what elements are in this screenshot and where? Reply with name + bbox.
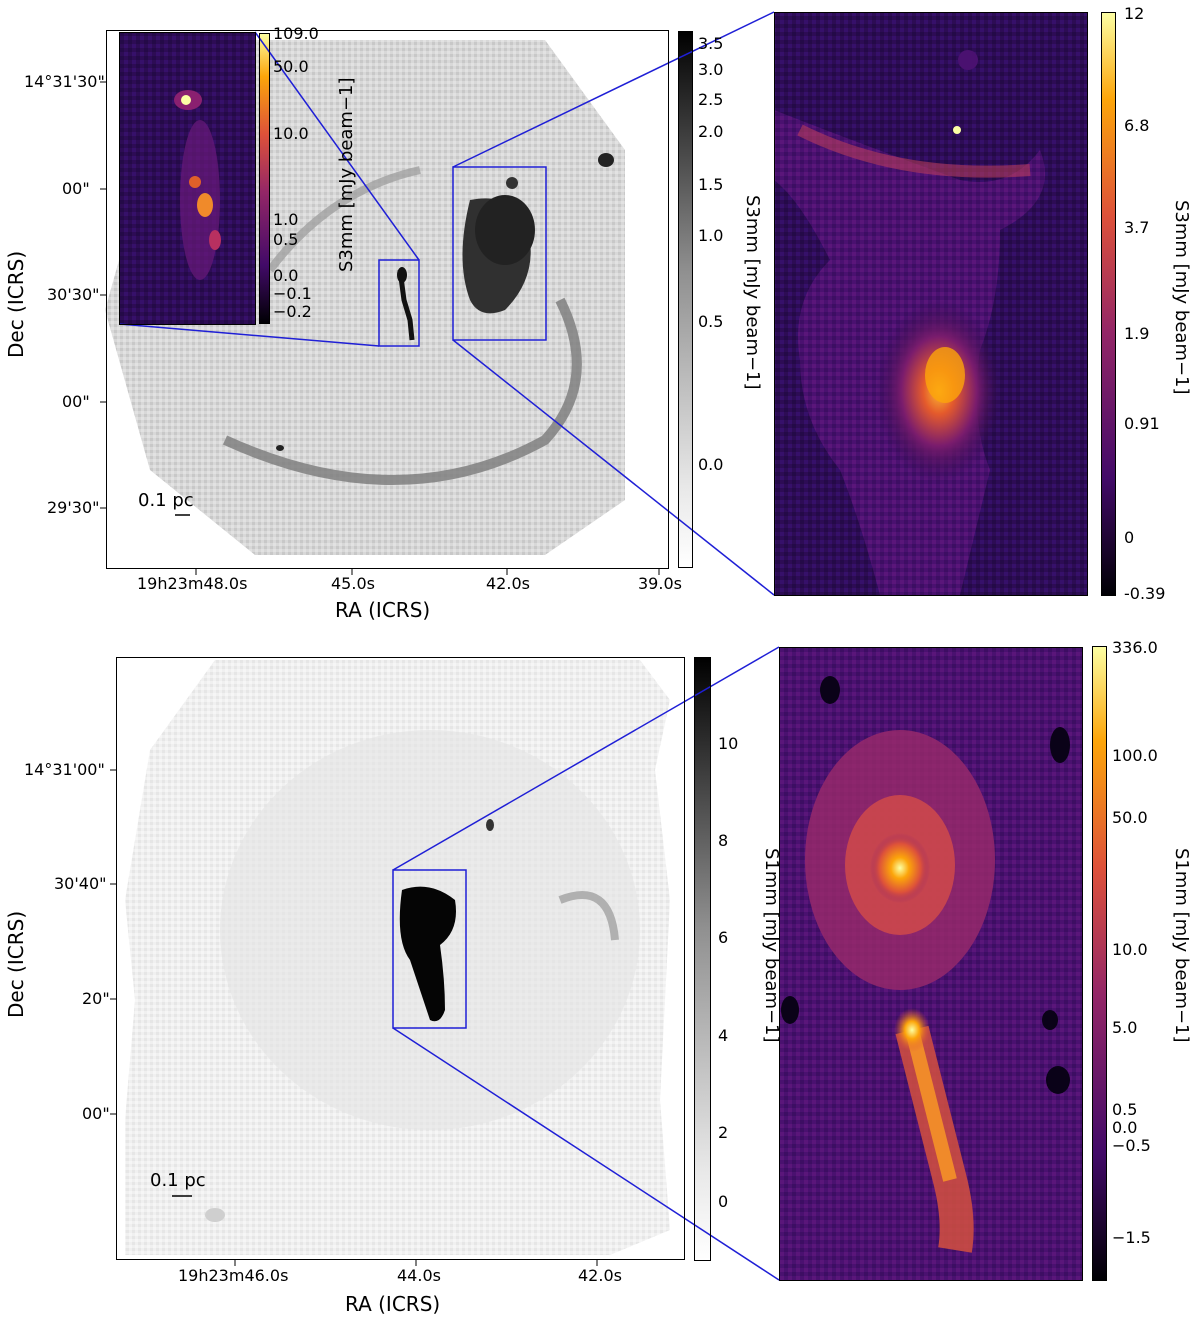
top-zoom-cbar-title: S3mm [mJy beam−1] [1171, 200, 1192, 395]
top-main-cbar-tick: 0.5 [698, 312, 724, 331]
top-inset-cbar-tick: 0.0 [273, 266, 299, 285]
zoom-connectors [118, 11, 780, 1281]
bottom-xtick: 42.0s [578, 1266, 622, 1285]
bottom-main-cbar-tick: 2 [718, 1123, 729, 1142]
top-main-cbar-tick: 2.5 [698, 90, 724, 109]
top-inset-cbar-tick: −0.2 [273, 302, 312, 321]
top-main-cbar-tick: 3.5 [698, 34, 724, 53]
bottom-zoom-cbar-tick: 5.0 [1112, 1018, 1138, 1037]
top-zoom-cbar-tick: 0.91 [1124, 414, 1160, 433]
top-zoom-cbar-tick: 3.7 [1124, 218, 1150, 237]
top-scalebar-label: 0.1 pc [138, 490, 194, 511]
bottom-main-cbar-tick: 10 [718, 734, 739, 753]
top-ylabel: Dec (ICRS) [4, 250, 28, 358]
top-inset-colorbar-fill [259, 33, 269, 323]
top-ytick: 00" [62, 179, 90, 198]
bottom-main-cbar-tick: 0 [718, 1192, 729, 1211]
top-main-cbar-title: S3mm [mJy beam−1] [742, 195, 763, 390]
bottom-main-cbar-title: S1mm [mJy beam−1] [761, 848, 782, 1043]
top-xtick: 42.0s [486, 574, 530, 593]
top-inset-cbar-tick: 109.0 [273, 24, 319, 43]
bottom-zoom-colorbar-fill [1092, 646, 1106, 1280]
bottom-zoom-cbar-tick: 10.0 [1112, 940, 1148, 959]
bottom-zoom-cbar-tick: 50.0 [1112, 808, 1148, 827]
axis-ticks [100, 81, 660, 1266]
top-zoom-cbar-tick: 0 [1124, 528, 1135, 547]
top-ytick: 14°31'30" [24, 72, 105, 91]
bottom-zoom-cbar-tick: 100.0 [1112, 746, 1158, 765]
bottom-zoom-cbar-title: S1mm [mJy beam−1] [1171, 848, 1192, 1043]
top-main-colorbar-fill [678, 31, 692, 567]
bottom-main-cbar-tick: 8 [718, 831, 729, 850]
top-inset-cbar-tick: 10.0 [273, 124, 309, 143]
top-inset-cbar-tick: 0.5 [273, 230, 299, 249]
top-inset-cbar-tick: −0.1 [273, 284, 312, 303]
top-inset-cbar-tick: 1.0 [273, 210, 299, 229]
top-xlabel: RA (ICRS) [335, 598, 431, 622]
bottom-xtick: 19h23m46.0s [178, 1266, 289, 1285]
top-inset-cbar-title: S3mm [mJy beam−1] [336, 77, 357, 272]
bottom-scalebar-label: 0.1 pc [150, 1170, 206, 1191]
bottom-xlabel: RA (ICRS) [345, 1292, 441, 1316]
top-inset-image [119, 32, 255, 324]
bottom-ytick: 00" [82, 1104, 110, 1123]
top-zoom-cbar-tick: 6.8 [1124, 116, 1150, 135]
top-zoom-cbar-tick: 12 [1124, 4, 1145, 23]
bottom-main-colorbar-fill [694, 657, 710, 1260]
bottom-zoom-image [779, 647, 1082, 1280]
bottom-ytick: 20" [82, 989, 110, 1008]
bottom-zoom-cbar-tick: −1.5 [1112, 1228, 1151, 1247]
bottom-ytick: 14°31'00" [24, 760, 105, 779]
top-zoom-colorbar-fill [1101, 12, 1115, 595]
top-zoom-cbar-tick: 1.9 [1124, 324, 1150, 343]
bottom-main-cbar-tick: 6 [718, 928, 729, 947]
top-main-cbar-tick: 1.5 [698, 175, 724, 194]
top-inset-cbar-tick: 50.0 [273, 57, 309, 76]
bottom-main-image [125, 660, 670, 1255]
top-main-cbar-tick: 3.0 [698, 60, 724, 79]
top-xtick: 39.0s [638, 574, 682, 593]
bottom-ytick: 30'40" [54, 874, 107, 893]
top-main-cbar-tick: 2.0 [698, 122, 724, 141]
bottom-zoom-cbar-tick: 0.5 [1112, 1100, 1138, 1119]
top-ytick: 00" [62, 392, 90, 411]
bottom-ylabel: Dec (ICRS) [4, 910, 28, 1018]
top-main-cbar-tick: 0.0 [698, 455, 724, 474]
top-main-cbar-tick: 1.0 [698, 226, 724, 245]
top-ytick: 29'30" [47, 498, 100, 517]
top-ytick: 30'30" [47, 285, 100, 304]
top-xtick: 45.0s [331, 574, 375, 593]
bottom-zoom-cbar-tick: −0.5 [1112, 1136, 1151, 1155]
top-zoom-cbar-tick: -0.39 [1124, 584, 1166, 603]
bottom-main-cbar-tick: 4 [718, 1026, 729, 1045]
bottom-xtick: 44.0s [397, 1266, 441, 1285]
top-zoom-image [774, 12, 1087, 595]
top-xtick: 19h23m48.0s [137, 574, 248, 593]
bottom-zoom-cbar-tick: 0.0 [1112, 1118, 1138, 1137]
axes-frames [106, 12, 1116, 1281]
bottom-zoom-cbar-tick: 336.0 [1112, 638, 1158, 657]
